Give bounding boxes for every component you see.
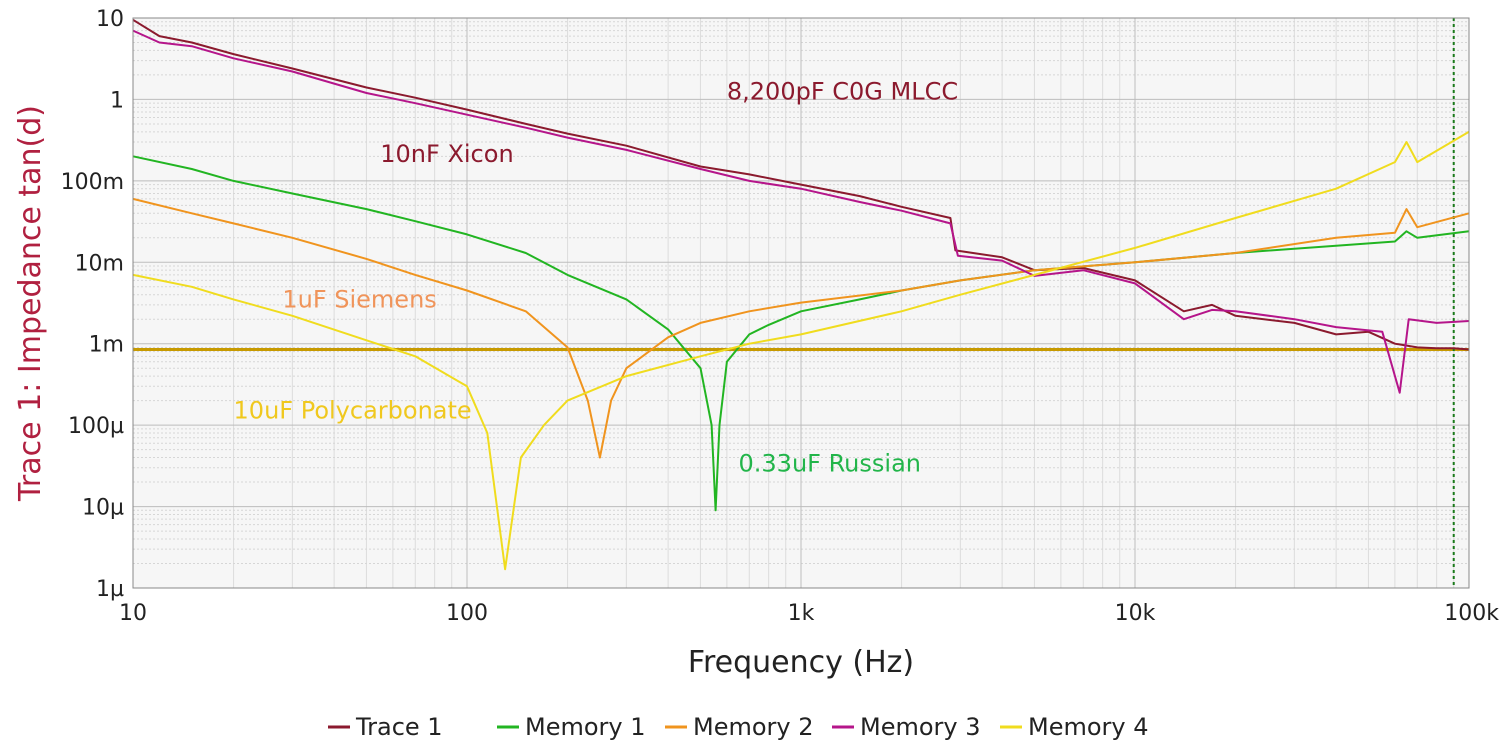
- x-tick-label: 1k: [788, 601, 815, 626]
- annotation-label: 10uF Polycarbonate: [234, 397, 472, 425]
- legend-label: Memory 3: [860, 713, 981, 741]
- series-group: [132, 18, 1470, 571]
- reference-lines: [133, 18, 1469, 588]
- annotation-label: 10nF Xicon: [380, 140, 513, 168]
- legend-label: Trace 1: [355, 713, 443, 741]
- x-axis-title: Frequency (Hz): [688, 645, 914, 680]
- y-tick-label: 100µ: [68, 414, 124, 439]
- annotations: 8,200pF C0G MLCC 10nF Xicon 1uF Siemens 10u…: [234, 77, 959, 477]
- annotation-label: 1uF Siemens: [282, 285, 436, 313]
- series-line-4: [132, 29, 1470, 394]
- x-tick-label: 100: [446, 601, 488, 626]
- y-tick-label: 10m: [75, 251, 124, 276]
- y-tick-label: 1m: [89, 333, 124, 358]
- y-tick-label: 1: [110, 88, 124, 113]
- legend-label: Memory 2: [693, 713, 814, 741]
- annotation-label: 0.33uF Russian: [739, 449, 921, 477]
- series-line-2: [132, 155, 1470, 512]
- series-line-3: [132, 197, 1470, 459]
- x-tick-labels: 10 100 1k 10k 100k: [119, 601, 1499, 626]
- y-tick-label: 10: [96, 7, 124, 32]
- legend-label: Memory 1: [525, 713, 646, 741]
- x-tick-label: 100k: [1444, 601, 1499, 626]
- y-tick-label: 100m: [61, 170, 124, 195]
- y-tick-label: 1µ: [96, 577, 124, 602]
- y-axis-title: Trace 1: Impedance tan(d): [13, 105, 48, 502]
- legend-label: Memory 4: [1028, 713, 1149, 741]
- series-line-1: [132, 18, 1470, 351]
- y-tick-label: 10µ: [82, 496, 124, 521]
- series-line-5: [132, 130, 1470, 571]
- plot-frame: [132, 17, 1470, 589]
- x-tick-label: 10k: [1115, 601, 1156, 626]
- annotation-label: 8,200pF C0G MLCC: [727, 77, 958, 105]
- y-tick-labels: 10 1 100m 10m 1m 100µ 10µ 1µ: [61, 7, 124, 602]
- legend: Trace 1 Memory 1 Memory 2 Memory 3 Memory 4: [328, 713, 1149, 741]
- x-tick-label: 10: [119, 601, 147, 626]
